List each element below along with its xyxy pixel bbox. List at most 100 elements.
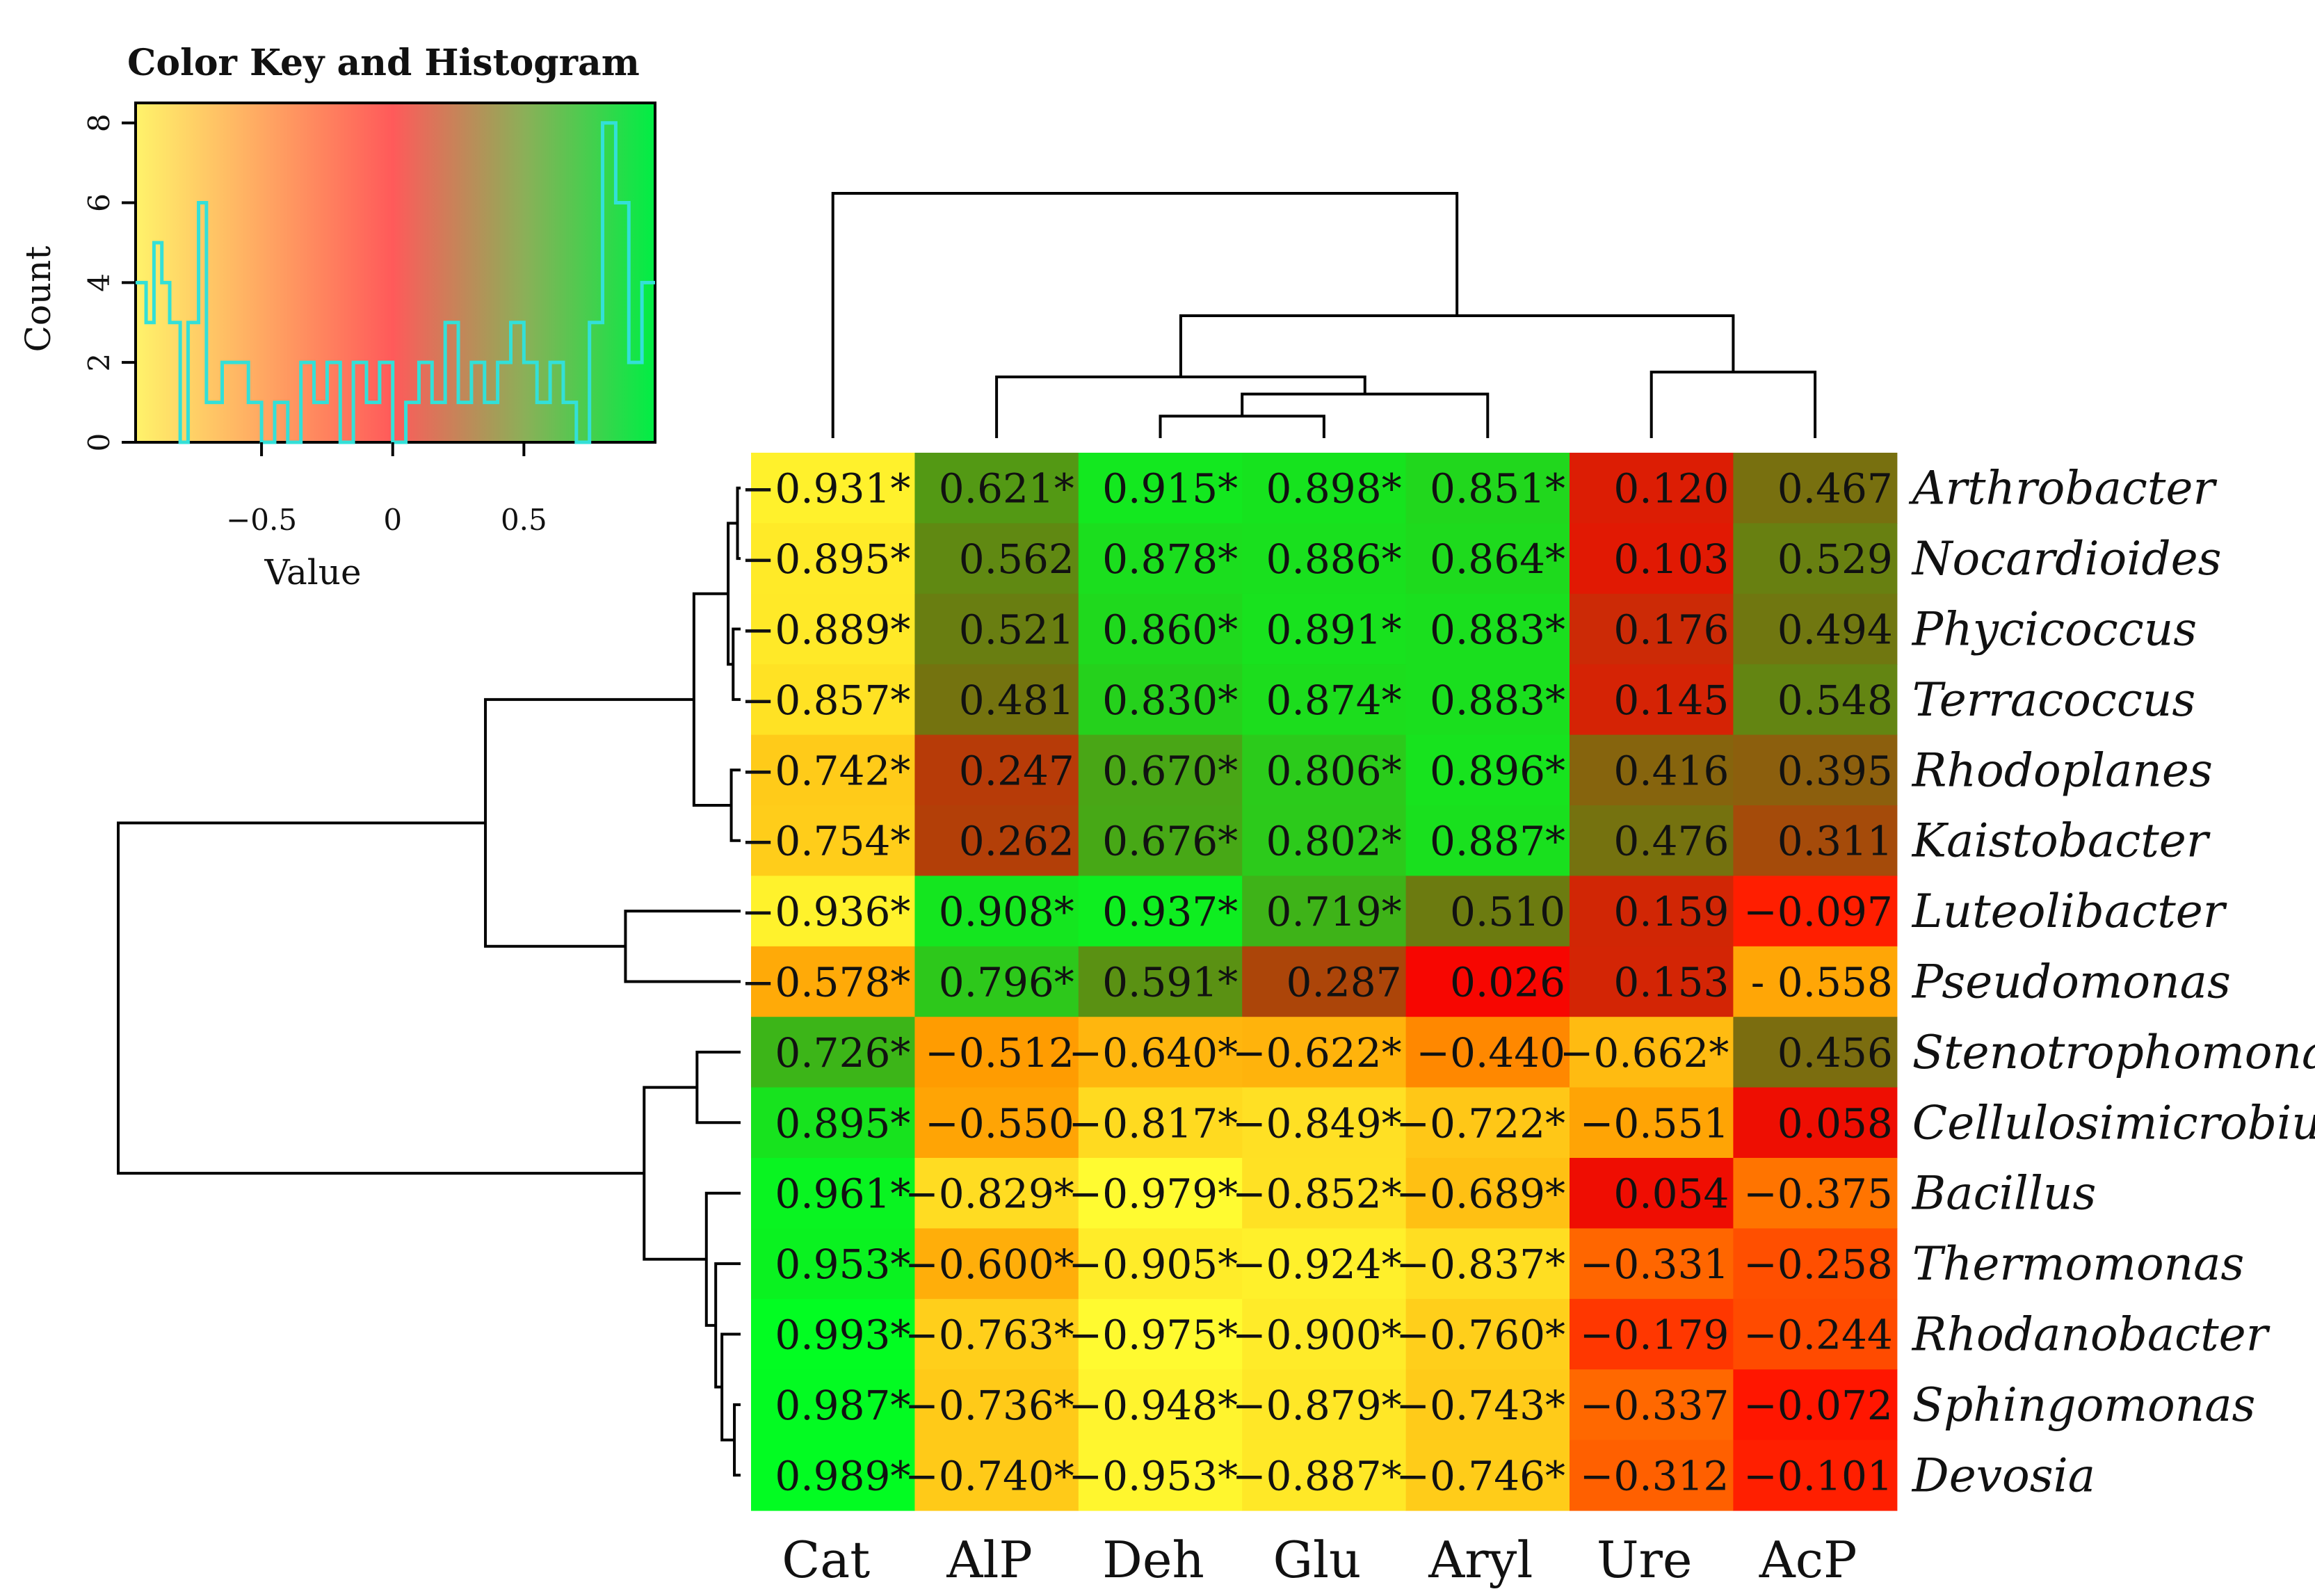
heatmap-cell bbox=[751, 593, 915, 665]
cell-value-label: 0.915* bbox=[1102, 465, 1238, 513]
cell-value-label: 0.953* bbox=[775, 1241, 910, 1288]
color-key-x-tick-label: −0.5 bbox=[226, 503, 297, 537]
heatmap-cell bbox=[914, 1158, 1079, 1229]
heatmap-cell bbox=[1078, 946, 1243, 1017]
heatmap-cell bbox=[751, 453, 915, 524]
cell-value-label: 0.726* bbox=[775, 1029, 910, 1077]
cell-value-label: 0.937* bbox=[1102, 888, 1238, 935]
row-label: Luteolibacter bbox=[1912, 885, 2227, 938]
row-label: Phycicoccus bbox=[1912, 603, 2197, 656]
row-label: Nocardioides bbox=[1911, 532, 2222, 586]
cell-value-label: −0.072 bbox=[1743, 1382, 1893, 1429]
cell-value-label: 0.908* bbox=[939, 888, 1074, 935]
heatmap-cell bbox=[1078, 664, 1243, 736]
heatmap-cell bbox=[1733, 805, 1898, 876]
color-key-gradient bbox=[134, 102, 656, 444]
heatmap-cell bbox=[1242, 1087, 1407, 1159]
heatmap-cell bbox=[1078, 876, 1243, 947]
heatmap-cell bbox=[1733, 1228, 1898, 1300]
row-dendrogram-branch bbox=[695, 1050, 741, 1125]
column-dendrogram-branch bbox=[1159, 414, 1325, 438]
heatmap-cell bbox=[914, 734, 1079, 806]
row-label: Pseudomonas bbox=[1912, 956, 2231, 1009]
column-label: Cat bbox=[782, 1531, 870, 1589]
heatmap-cell bbox=[1078, 1298, 1243, 1370]
heatmap-cell bbox=[1733, 1017, 1898, 1088]
heatmap-cell bbox=[1570, 1087, 1734, 1159]
column-label: AlP bbox=[946, 1531, 1032, 1589]
heatmap-cell bbox=[1078, 1017, 1243, 1088]
heatmap-cell bbox=[1405, 946, 1570, 1017]
cell-value-label: −0.600* bbox=[905, 1241, 1074, 1288]
cell-value-label: 0.887* bbox=[1430, 818, 1565, 865]
cell-value-label: 0.878* bbox=[1102, 535, 1238, 583]
color-key-x-tick-label: 0 bbox=[383, 503, 402, 537]
cell-value-label: 0.562 bbox=[959, 535, 1074, 583]
row-label: Arthrobacter bbox=[1908, 462, 2218, 515]
column-label: Glu bbox=[1273, 1531, 1361, 1589]
heatmap-cell bbox=[1242, 1228, 1407, 1300]
heatmap-cell bbox=[1405, 453, 1570, 524]
cell-value-label: 0.851* bbox=[1430, 465, 1565, 513]
cell-value-label: 0.467 bbox=[1777, 465, 1893, 513]
cell-value-label: 0.883* bbox=[1430, 677, 1565, 724]
cell-value-label: 0.476 bbox=[1613, 818, 1729, 865]
column-label: Ure bbox=[1597, 1531, 1693, 1589]
cell-value-label: −0.975* bbox=[1069, 1312, 1239, 1359]
heatmap-cell bbox=[914, 1228, 1079, 1300]
heatmap-cell bbox=[1242, 805, 1407, 876]
heatmap-cell bbox=[1733, 1369, 1898, 1441]
cell-value-label: −0.736* bbox=[905, 1382, 1074, 1429]
heatmap-cell bbox=[1405, 1440, 1570, 1511]
column-label: Deh bbox=[1102, 1531, 1204, 1589]
column-dendrogram bbox=[831, 192, 1817, 438]
heatmap-cell bbox=[1078, 523, 1243, 595]
cell-value-label: −0.936* bbox=[741, 888, 911, 935]
cell-value-label: −0.829* bbox=[905, 1170, 1074, 1218]
cell-value-label: −0.889* bbox=[741, 606, 911, 654]
heatmap-cell bbox=[914, 593, 1079, 665]
column-dendrogram-branch bbox=[1649, 370, 1817, 438]
heatmap-cell bbox=[1078, 1087, 1243, 1159]
cell-value-label: −0.931* bbox=[741, 465, 911, 513]
column-labels: Cat AlP Deh Glu Aryl Ure AcP bbox=[782, 1531, 1857, 1589]
cell-value-label: 0.145 bbox=[1613, 677, 1729, 724]
row-dendrogram-branch bbox=[733, 1403, 741, 1477]
color-key-x-axis: −0.5 0 0.5 bbox=[226, 442, 547, 537]
heatmap-cell bbox=[914, 805, 1079, 876]
cell-value-label: −0.887* bbox=[1232, 1452, 1402, 1499]
cell-value-label: −0.722* bbox=[1396, 1099, 1565, 1147]
cell-value-label: −0.640* bbox=[1069, 1029, 1239, 1077]
cell-value-label: −0.097 bbox=[1743, 888, 1893, 935]
heatmap-cell bbox=[1570, 805, 1734, 876]
heatmap-cell bbox=[1570, 1017, 1734, 1088]
row-dendrogram-branch bbox=[714, 1262, 741, 1389]
cell-value-label: −0.551 bbox=[1580, 1099, 1729, 1147]
heatmap-cell bbox=[751, 523, 915, 595]
heatmap-cell bbox=[1570, 1369, 1734, 1441]
heatmap-cell bbox=[914, 946, 1079, 1017]
heatmap-cell bbox=[1570, 946, 1734, 1017]
heatmap-cell bbox=[914, 876, 1079, 947]
column-dendrogram-branch bbox=[831, 192, 1459, 438]
row-dendrogram-branch bbox=[736, 486, 741, 561]
cell-value-label: 0.262 bbox=[959, 818, 1074, 865]
color-key-histogram bbox=[136, 121, 655, 444]
cell-value-label: −0.953* bbox=[1069, 1452, 1239, 1499]
heatmap-cell bbox=[751, 946, 915, 1017]
cell-value-label: −0.440 bbox=[1416, 1029, 1565, 1077]
cell-value-label: 0.456 bbox=[1777, 1029, 1893, 1077]
heatmap-cell bbox=[751, 1228, 915, 1300]
cell-value-label: −0.578* bbox=[741, 959, 911, 1006]
heatmap-cell bbox=[1078, 1440, 1243, 1511]
heatmap-cell bbox=[1733, 593, 1898, 665]
color-key-y-tick-label: 2 bbox=[82, 353, 116, 372]
cell-value-label: 0.529 bbox=[1777, 535, 1893, 583]
cell-value-label: −0.948* bbox=[1069, 1382, 1239, 1429]
cell-value-label: - 0.558 bbox=[1751, 959, 1893, 1006]
cell-value-label: 0.886* bbox=[1266, 535, 1402, 583]
heatmap-cell bbox=[1405, 1228, 1570, 1300]
heatmap-cell bbox=[1405, 1087, 1570, 1159]
heatmap-cell bbox=[1405, 1158, 1570, 1229]
heatmap-cell bbox=[1078, 1228, 1243, 1300]
